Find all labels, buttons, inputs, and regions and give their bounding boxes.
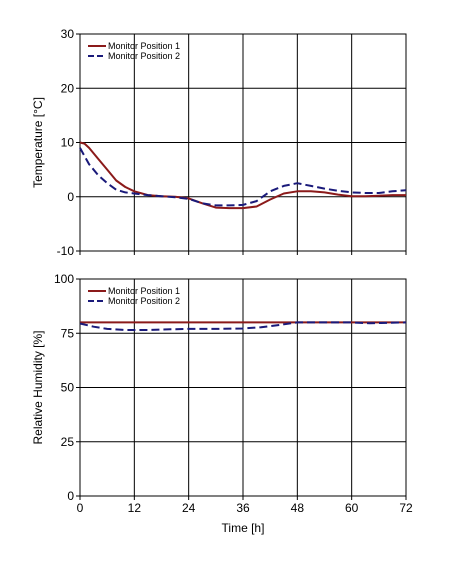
humidity-xtick-label: 60 (345, 501, 359, 515)
humidity-ytick-label: 75 (61, 326, 75, 340)
temperature-series-line-1 (79, 141, 406, 210)
humidity-ylabel: Relative Humidity [%] (31, 330, 45, 444)
humidity-series-line-2 (79, 321, 407, 331)
humidity-chart: 0 25 50 75 100 0 12 24 36 48 60 72 Relative Humidity… (31, 272, 413, 535)
humidity-ytick-label: 0 (67, 489, 74, 503)
humidity-ytick-label: 50 (61, 381, 75, 395)
temperature-chart: -10 0 10 20 30 Temperature [°C] Monitor Positi… (31, 27, 407, 258)
temperature-ylabel: Temperature [°C] (31, 97, 45, 188)
humidity-xtick-label: 0 (77, 501, 84, 515)
temperature-legend-label-1: Monitor Position 1 (108, 41, 180, 51)
temperature-ytick-label: 10 (61, 136, 75, 150)
humidity-ytick-label: 25 (61, 435, 75, 449)
temperature-ytick-label: 0 (67, 190, 74, 204)
humidity-xtick-label: 12 (128, 501, 142, 515)
humidity-xtick-label: 72 (399, 501, 413, 515)
humidity-legend-label-2: Monitor Position 2 (108, 296, 180, 306)
temperature-ytick-label: -10 (57, 244, 75, 258)
humidity-xtick-label: 48 (291, 501, 305, 515)
temperature-ytick-label: 30 (61, 27, 75, 41)
humidity-xlabel: Time [h] (222, 521, 265, 535)
temperature-legend-label-2: Monitor Position 2 (108, 51, 180, 61)
chart-panels: -10 0 10 20 30 Temperature [°C] Monitor Positi… (31, 27, 413, 535)
humidity-legend-label-1: Monitor Position 1 (108, 286, 180, 296)
temperature-ytick-label: 20 (61, 81, 75, 95)
humidity-xtick-label: 36 (236, 501, 250, 515)
humidity-xtick-label: 24 (182, 501, 196, 515)
humidity-ytick-label: 100 (54, 272, 74, 286)
temperature-series-line-2 (79, 147, 407, 207)
